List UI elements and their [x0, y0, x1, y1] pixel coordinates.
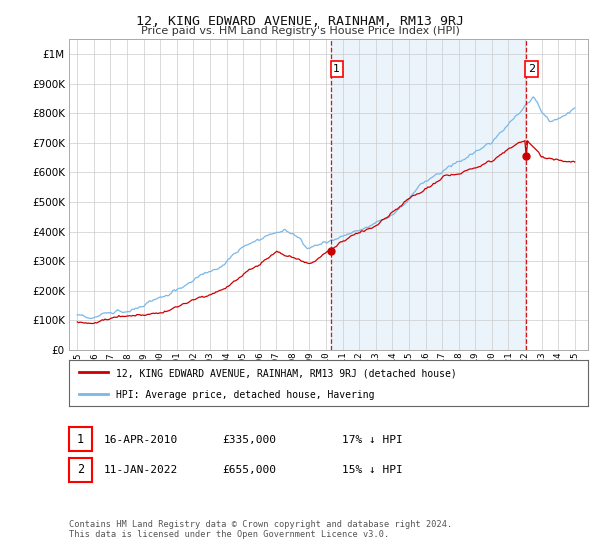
Text: 1: 1 [77, 432, 84, 446]
Text: 1: 1 [334, 64, 340, 74]
Text: 15% ↓ HPI: 15% ↓ HPI [342, 465, 403, 475]
Text: Contains HM Land Registry data © Crown copyright and database right 2024.
This d: Contains HM Land Registry data © Crown c… [69, 520, 452, 539]
Text: 11-JAN-2022: 11-JAN-2022 [104, 465, 178, 475]
Text: 17% ↓ HPI: 17% ↓ HPI [342, 435, 403, 445]
Text: Price paid vs. HM Land Registry's House Price Index (HPI): Price paid vs. HM Land Registry's House … [140, 26, 460, 36]
Bar [331, 39, 526, 350]
Text: 12, KING EDWARD AVENUE, RAINHAM, RM13 9RJ (detached house): 12, KING EDWARD AVENUE, RAINHAM, RM13 9R… [116, 369, 457, 379]
Text: 16-APR-2010: 16-APR-2010 [104, 435, 178, 445]
Text: 2: 2 [77, 463, 84, 477]
Text: 12, KING EDWARD AVENUE, RAINHAM, RM13 9RJ: 12, KING EDWARD AVENUE, RAINHAM, RM13 9R… [136, 15, 464, 27]
Text: HPI: Average price, detached house, Havering: HPI: Average price, detached house, Have… [116, 390, 374, 400]
Text: £335,000: £335,000 [222, 435, 276, 445]
Text: 2: 2 [528, 64, 535, 74]
Text: £655,000: £655,000 [222, 465, 276, 475]
